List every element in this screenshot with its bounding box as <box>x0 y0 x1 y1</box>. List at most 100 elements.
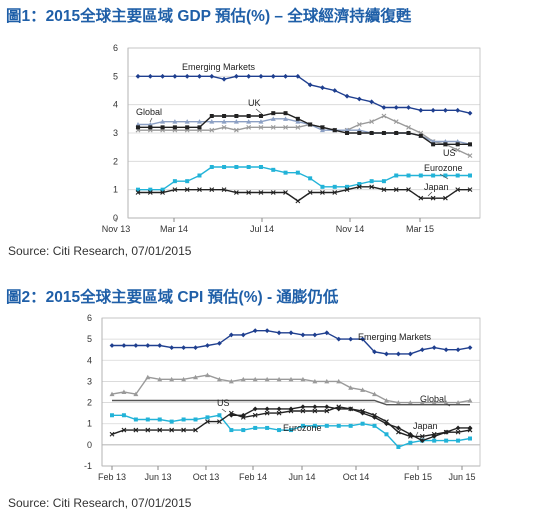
data-point <box>160 190 165 195</box>
data-point <box>369 119 375 125</box>
data-point <box>360 387 366 392</box>
data-point <box>246 73 252 79</box>
data-point <box>295 124 301 130</box>
data-point <box>264 376 270 382</box>
data-point <box>109 431 115 437</box>
data-point <box>184 73 190 79</box>
data-point <box>356 184 362 190</box>
data-point <box>324 378 330 384</box>
data-point <box>393 119 399 125</box>
data-point <box>418 107 424 113</box>
data-point <box>395 400 401 405</box>
data-point <box>204 372 210 378</box>
y-tick-label: 6 <box>87 313 92 323</box>
data-point <box>197 187 202 193</box>
data-point <box>258 119 264 124</box>
data-point <box>455 147 461 153</box>
data-point <box>372 391 378 397</box>
data-point <box>181 376 187 382</box>
data-point <box>430 195 436 201</box>
data-point <box>197 125 202 130</box>
data-point <box>184 119 190 124</box>
data-point <box>407 400 413 405</box>
series-label: Emerging Markets <box>182 62 256 72</box>
label-leader <box>427 191 433 197</box>
series-label: US <box>443 148 456 158</box>
data-point <box>148 125 153 130</box>
data-point <box>393 187 399 193</box>
label-leader <box>255 108 263 115</box>
data-point <box>360 421 365 426</box>
chart1-source: Source: Citi Research, 07/01/2015 <box>8 244 192 258</box>
data-point <box>246 190 252 195</box>
data-point <box>384 421 389 427</box>
data-point <box>221 187 227 193</box>
data-point <box>444 438 449 443</box>
label-leader <box>451 148 457 152</box>
data-point <box>193 427 198 433</box>
data-point <box>455 187 461 193</box>
data-point <box>348 423 353 428</box>
data-point <box>360 410 365 416</box>
data-point <box>228 378 234 384</box>
data-point <box>258 73 264 79</box>
data-point <box>145 374 151 380</box>
data-point <box>344 187 350 193</box>
data-point <box>276 376 282 382</box>
data-point <box>209 165 214 169</box>
series-japan-alt <box>228 404 473 444</box>
data-point <box>455 142 460 147</box>
x-tick-label: Feb 15 <box>404 472 432 482</box>
data-point <box>252 406 258 412</box>
y-tick-label: 4 <box>87 355 92 365</box>
data-point <box>431 345 437 350</box>
series-line <box>112 399 470 406</box>
data-point <box>169 376 175 382</box>
y-tick-label: 6 <box>113 43 118 53</box>
y-tick-label: 5 <box>113 71 118 81</box>
data-point <box>222 114 227 118</box>
data-point <box>157 427 163 433</box>
data-point <box>336 336 342 342</box>
data-point <box>312 408 318 414</box>
data-point <box>418 133 423 138</box>
data-point <box>209 114 214 118</box>
data-point <box>172 125 177 130</box>
data-point <box>270 124 276 130</box>
series-label: Eurozone <box>283 423 322 433</box>
data-point <box>320 190 325 195</box>
data-point <box>360 336 365 342</box>
data-point <box>419 434 425 439</box>
data-point <box>324 330 330 336</box>
data-point <box>283 124 288 130</box>
data-point <box>157 376 163 382</box>
data-point <box>197 73 202 79</box>
data-point <box>320 184 325 189</box>
data-point <box>221 76 227 82</box>
label-leader <box>439 173 449 180</box>
data-point <box>467 153 473 159</box>
data-point <box>264 410 270 416</box>
data-point <box>295 116 300 121</box>
data-point <box>283 111 288 116</box>
x-tick-label: Jun 15 <box>448 472 475 482</box>
data-point <box>196 119 202 124</box>
data-point <box>381 187 387 193</box>
data-point <box>233 190 239 195</box>
data-point <box>172 119 178 124</box>
data-point <box>300 332 306 338</box>
data-point <box>283 116 289 121</box>
series-line <box>138 115 471 157</box>
chart2-source: Source: Citi Research, 07/01/2015 <box>8 496 192 510</box>
data-point <box>252 412 258 418</box>
data-point <box>468 142 472 147</box>
data-point <box>344 93 350 99</box>
data-point <box>443 107 448 113</box>
data-point <box>109 391 115 397</box>
data-point <box>295 198 301 204</box>
y-tick-label: 2 <box>87 398 92 408</box>
data-point <box>455 173 460 178</box>
data-point <box>332 88 338 93</box>
data-point <box>217 419 222 424</box>
y-tick-label: 1 <box>113 185 118 195</box>
